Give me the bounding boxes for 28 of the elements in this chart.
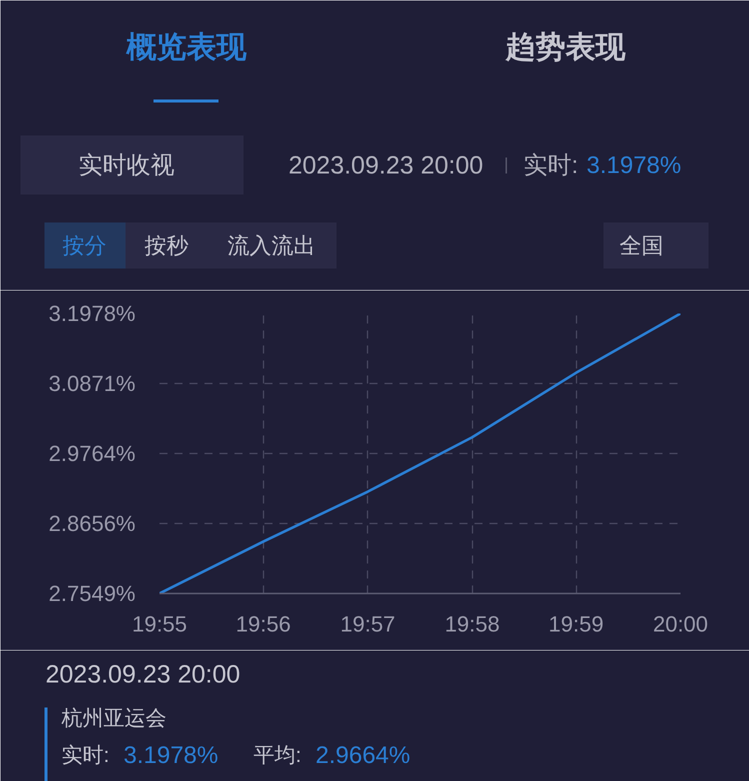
text: 杭州亚运会	[60, 707, 166, 730]
text: 按秒	[144, 233, 188, 258]
chart-title: 实时收视	[78, 152, 174, 179]
text: 3.1978%	[586, 152, 682, 179]
text: 平均:	[254, 744, 302, 767]
text: 2023.09.23 20:00	[46, 660, 240, 688]
y-tick-label: 3.1978%	[48, 301, 136, 326]
text: 实时:	[524, 152, 578, 179]
text: 全国	[620, 233, 664, 258]
x-tick-label: 19:58	[444, 612, 500, 636]
text: 2.9664%	[316, 742, 410, 769]
x-tick-label: 19:57	[340, 612, 396, 636]
text: 实时:	[62, 744, 110, 767]
y-tick-label: 2.8656%	[48, 511, 136, 536]
text: 概览表现	[126, 31, 248, 64]
line-series	[160, 314, 680, 594]
x-tick-label: 19:59	[548, 612, 604, 636]
text: 3.1978%	[124, 742, 218, 769]
x-tick-label: 19:56	[236, 612, 291, 636]
y-tick-label: 2.9764%	[48, 440, 136, 466]
x-tick-label: 19:55	[132, 612, 188, 636]
text: 按分	[62, 233, 106, 258]
y-tick-label: 2.7549%	[48, 581, 136, 606]
text: 2023.09.23 20:00	[288, 152, 484, 180]
text: 流入流出	[228, 233, 316, 258]
x-tick-label: 20:00	[652, 612, 708, 636]
y-tick-label: 3.0871%	[48, 370, 136, 396]
text: 趋势表现	[504, 31, 626, 64]
